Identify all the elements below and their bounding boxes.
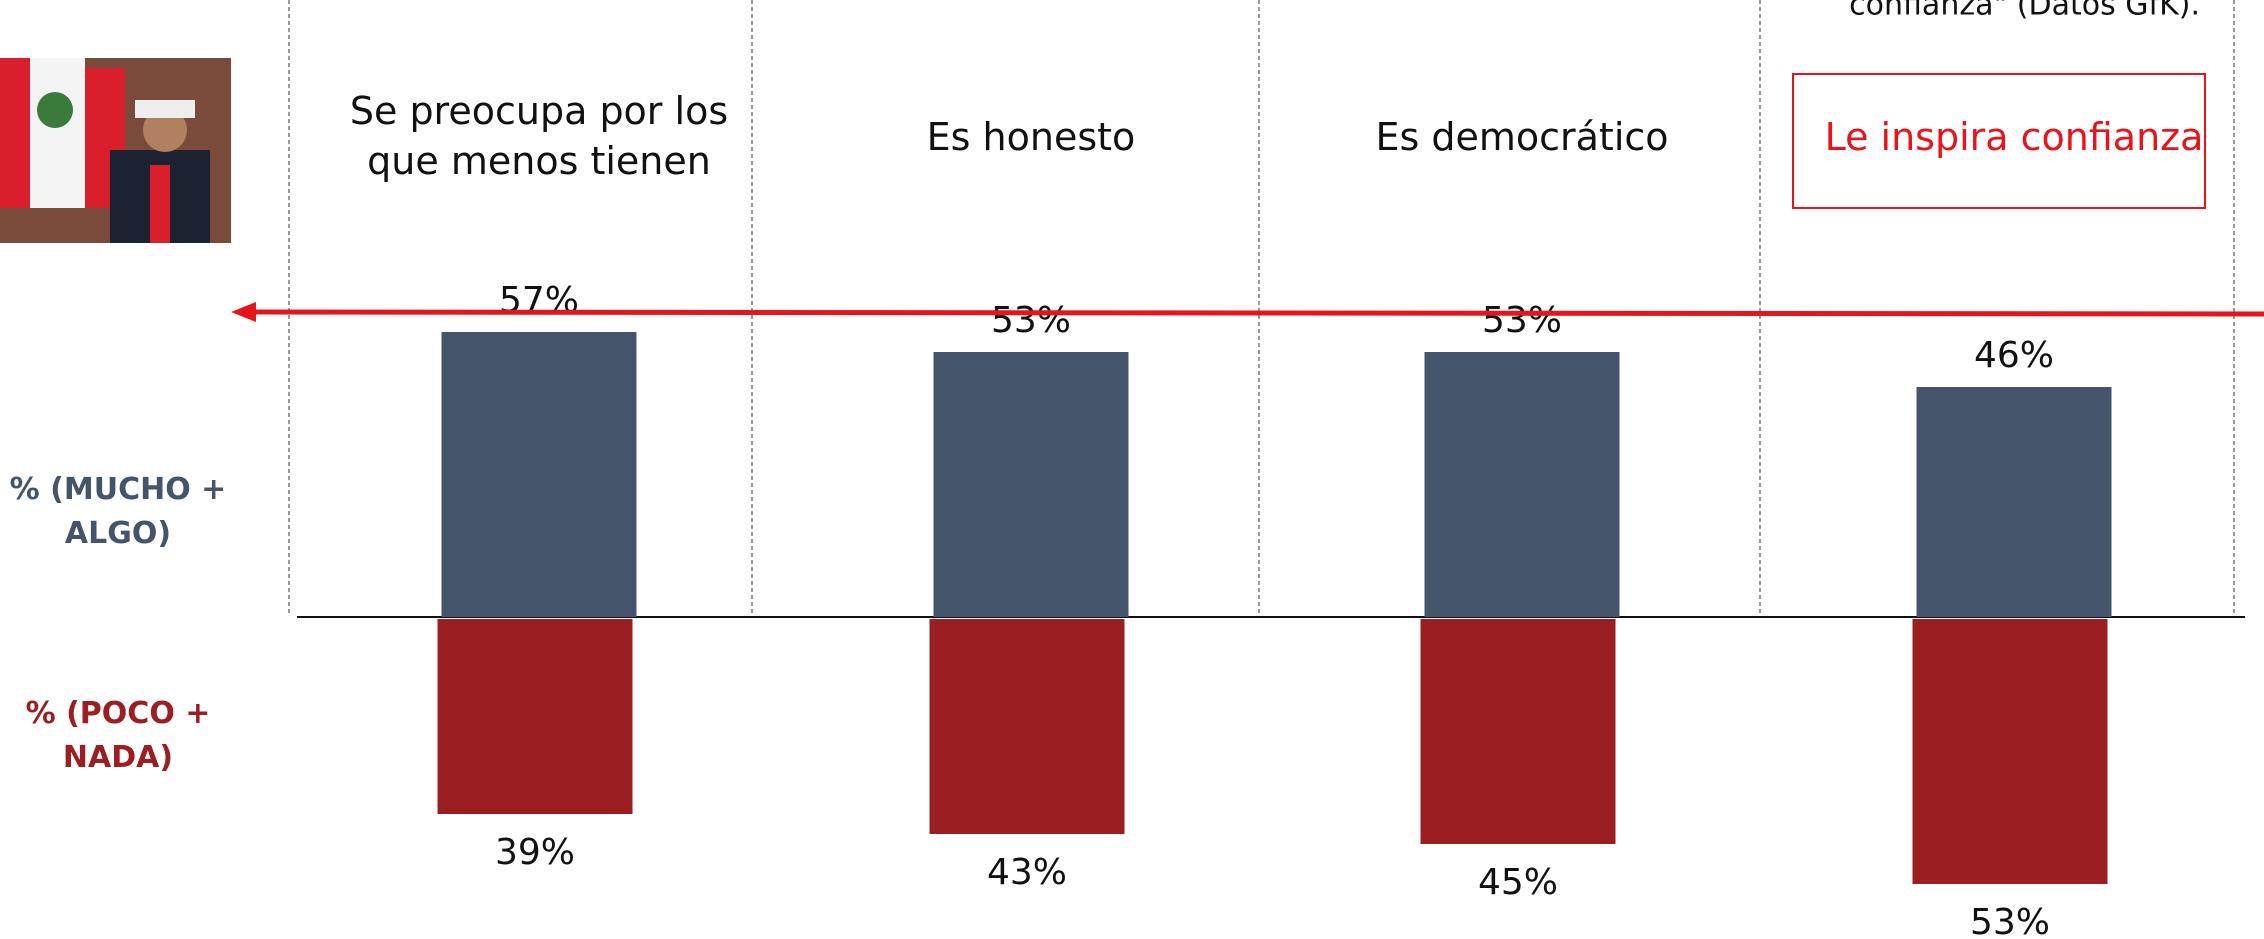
value-label: 53% [1482,300,1562,341]
value-label: 46% [1974,335,2054,376]
series-label: % (MUCHO + ALGO) [8,468,228,556]
arrow-head [231,302,256,322]
value-label: 43% [987,852,1067,893]
bar [438,619,633,814]
category-label: Se preocupa por los que menos tienen [309,86,769,186]
slide: confianza" (Datos GfK). 57% 53% 53% 46% 39% 4… [0,0,2264,939]
bar [930,619,1125,834]
annotation: confianza" (Datos GfK). [1849,0,2200,23]
bar [1917,387,2112,617]
bar [1421,619,1616,844]
value-label: 45% [1478,862,1558,903]
category-label: Le inspira confianza [1784,112,2244,162]
bar [442,332,637,617]
reference-arrow [250,312,2264,314]
value-label: 53% [1970,902,2050,939]
value-label: 39% [495,832,575,873]
value-label: 57% [499,280,579,321]
bar [934,352,1129,617]
value-label: 53% [991,300,1071,341]
category-label: Es democrático [1292,112,1752,162]
series-label: % (POCO + NADA) [8,692,228,780]
photo [0,58,231,243]
bar [1913,619,2108,884]
bar [1425,352,1620,617]
category-label: Es honesto [801,112,1261,162]
